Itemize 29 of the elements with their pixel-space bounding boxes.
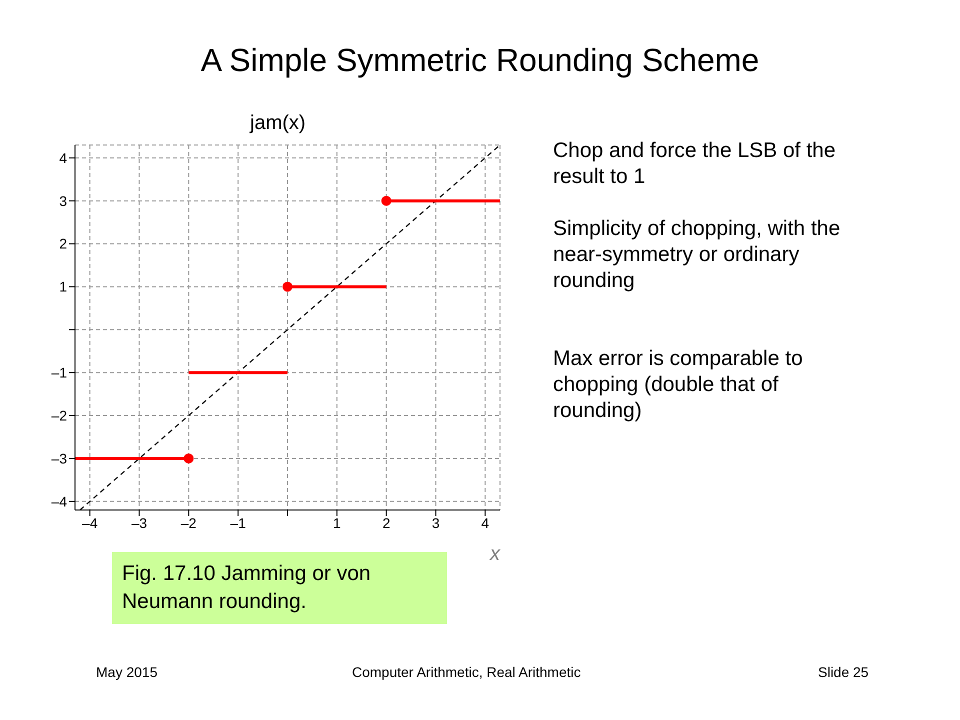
chart-title: A Simple Symmetric Rounding Scheme	[200, 42, 760, 79]
x-tick-label: 3	[432, 514, 440, 531]
x-tick-label: –4	[82, 514, 98, 531]
text: Simplicity of chopping, with the near-symmetry or ordinary rounding	[553, 216, 842, 294]
point	[282, 282, 292, 292]
x-tick-label: –2	[180, 514, 197, 531]
text: Slide 25	[818, 664, 869, 680]
text: May 2015	[96, 664, 158, 680]
x-tick-label: 2	[382, 514, 390, 531]
x-tick-label: –1	[230, 514, 246, 531]
x-tick-label: 4	[481, 514, 490, 531]
y-tick-label: –2	[51, 408, 68, 424]
y-axis-title: jam(x)	[250, 112, 306, 135]
y-tick-label: –3	[51, 450, 68, 466]
point	[184, 453, 194, 464]
x-tick-label: –3	[131, 514, 148, 531]
text: Computer Arithmetic, Real Arithmetic	[352, 664, 581, 680]
y-tick-label: 2	[59, 236, 68, 252]
y-tick-label: 4	[59, 150, 68, 166]
y-tick-label: 3	[59, 192, 68, 209]
caption: Fig. 17.10 Jamming or von Neumann rounding.	[112, 552, 447, 624]
text: Max error is comparable to chopping (double that of rounding)	[553, 346, 804, 424]
y-tick-label: –4	[51, 493, 68, 510]
x-tick-label: 1	[333, 514, 342, 531]
point	[381, 196, 392, 206]
y-tick-label: –1	[51, 364, 68, 381]
y-tick-label: 1	[59, 278, 68, 295]
text: Chop and force the LSB of the result to 1	[553, 138, 837, 190]
x-axis-title: x	[489, 543, 501, 565]
